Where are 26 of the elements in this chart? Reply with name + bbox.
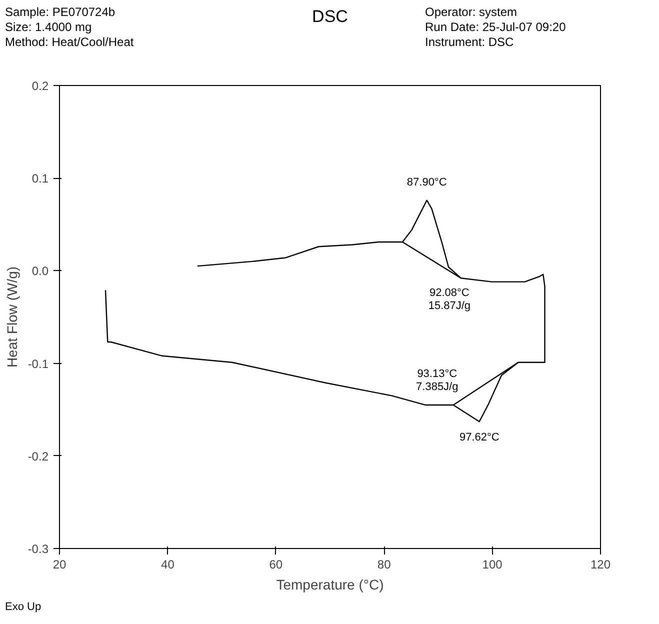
annotation: 92.08°C 15.87J/g [428,286,471,312]
y-axis-title: Heat Flow (W/g) [4,266,20,368]
x-tick-label: 120 [590,558,611,572]
text: Sample: PE070724b [5,5,116,19]
text: Exo Up [5,600,42,615]
annotation: 97.62°C [459,432,500,444]
text: Instrument: DSC [425,35,514,49]
y-tick-label: -0.1 [28,356,49,371]
x-axis-title: Temperature (°C) [276,576,384,592]
x-tick-label: 80 [377,558,392,572]
chart-title: DSC [312,6,348,28]
annotation: 93.13°C 7.385J/g [416,368,458,393]
x-tick-label: 40 [161,558,175,572]
text: Method: Heat/Cool/Heat [5,35,134,49]
text: Operator: system [425,5,518,19]
x-tick-label: 60 [269,558,283,572]
y-tick-label: -0.3 [28,542,49,556]
x-tick-label: 100 [482,558,503,572]
y-tick-label: 0.0 [32,264,49,278]
text: Run Date: 25-Jul-07 09:20 [425,20,566,34]
y-tick-label: 0.1 [32,172,49,186]
x-tick-label: 20 [52,558,66,572]
annotation: 87.90°C [406,176,447,188]
y-tick-label: 0.2 [32,79,49,93]
y-tick-label: -0.2 [28,449,49,464]
text: Size: 1.4000 mg [5,20,92,34]
